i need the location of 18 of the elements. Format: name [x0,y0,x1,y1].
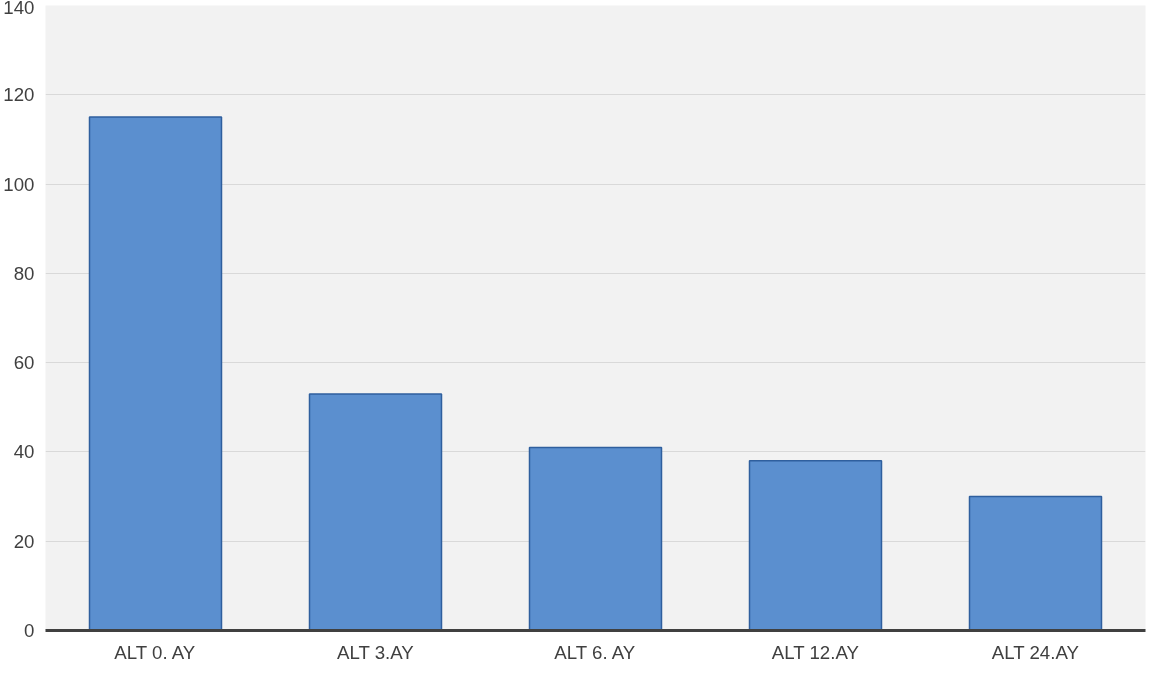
y-tick-label: 140 [3,0,35,18]
bar [968,495,1103,631]
bar [748,460,883,631]
x-tick-label: ALT 0. AY [114,641,196,663]
y-tick-label: 120 [3,84,35,106]
y-tick-label: 60 [13,352,35,374]
y-tick-label: 80 [13,262,35,284]
bar [528,446,663,631]
x-tick-label: ALT 12.AY [771,641,860,663]
bar [308,393,443,631]
y-tick-label: 40 [13,441,35,463]
y-tick-label: 20 [13,530,35,552]
x-tick-label: ALT 6. AY [554,641,636,663]
x-tick-label: ALT 24.AY [991,641,1080,663]
bar [88,116,223,631]
y-tick-label: 100 [3,173,35,195]
x-tick-label: ALT 3.AY [336,641,415,663]
y-tick-label: 0 [24,620,35,641]
